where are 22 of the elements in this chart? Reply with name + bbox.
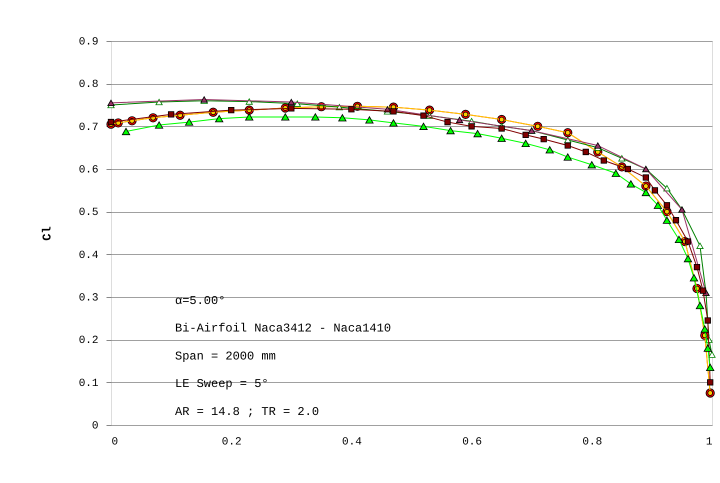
- x-tick-label: 0.2: [222, 436, 242, 448]
- y-tick-label: 0.1: [78, 378, 99, 390]
- annotation: α=5.00°: [175, 294, 226, 308]
- x-tick-label: 1: [706, 436, 713, 448]
- y-tick-label: 0.3: [78, 292, 98, 304]
- y-tick-label: 0.6: [78, 164, 98, 176]
- x-tick-label: 0.6: [462, 436, 482, 448]
- y-tick-label: 0.4: [78, 250, 99, 262]
- annotation: Bi-Airfoil Naca3412 - Naca1410: [175, 322, 392, 336]
- annotation: LE Sweep = 5°: [175, 377, 269, 392]
- x-tick-label: 0.8: [582, 436, 602, 448]
- y-tick-label: 0: [92, 420, 98, 432]
- y-axis-title: Cl: [40, 226, 55, 241]
- annotation: Span = 2000 mm: [175, 349, 276, 364]
- x-tick-label: 0: [112, 436, 118, 448]
- x-tick-label: 0.4: [342, 436, 362, 448]
- y-tick-label: 0.5: [78, 207, 98, 220]
- y-tick-label: 0.2: [78, 335, 98, 348]
- annotation: AR = 14.8 ; TR = 2.0: [175, 404, 320, 419]
- y-tick-label: 0.9: [78, 36, 98, 48]
- y-tick-label: 0.7: [78, 122, 98, 134]
- y-tick-label: 0.8: [78, 79, 98, 92]
